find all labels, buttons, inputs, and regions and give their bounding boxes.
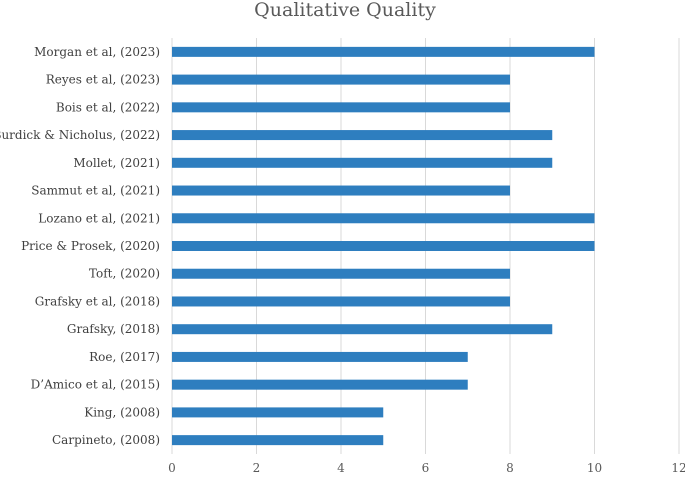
x-tick-label: 10 (587, 461, 602, 475)
x-tick-labels: 0 2 4 6 8 10 12 (168, 461, 685, 475)
bar (172, 157, 553, 168)
category-label: Morgan et al, (2023) (34, 45, 160, 59)
category-labels: Morgan et al, (2023) Reyes et al, (2023) B… (0, 45, 160, 447)
bar (172, 296, 510, 307)
bar (172, 46, 595, 57)
category-label: Toft, (2020) (89, 267, 160, 281)
category-label: D’Amico et al, (2015) (31, 378, 160, 392)
bar (172, 213, 595, 224)
bar (172, 102, 510, 113)
category-label: Sammut et al, (2021) (31, 184, 160, 198)
bar (172, 130, 553, 141)
bar (172, 241, 595, 251)
bar (172, 379, 468, 390)
category-label: Roe, (2017) (89, 350, 160, 364)
category-label: Carpineto, (2008) (52, 433, 160, 447)
x-tick-label: 8 (506, 461, 514, 475)
category-label: Grafsky et al, (2018) (35, 294, 160, 308)
bar (172, 268, 510, 279)
bar (172, 351, 468, 362)
category-label: Bois et al, (2022) (56, 100, 160, 114)
category-label: Lozano et al, (2021) (38, 211, 160, 225)
category-label: Grafsky, (2018) (67, 322, 160, 336)
bars (172, 46, 595, 446)
category-label: Mollet, (2021) (73, 156, 160, 170)
bar (172, 407, 384, 418)
x-tick-label: 2 (253, 461, 261, 475)
x-tick-label: 0 (168, 461, 176, 475)
category-label: Price & Prosek, (2020) (21, 239, 160, 253)
bar (172, 74, 510, 85)
category-label: King, (2008) (84, 405, 160, 419)
category-label: Burdick & Nicholus, (2022) (0, 128, 160, 142)
x-tick-label: 6 (422, 461, 430, 475)
x-tick-label: 12 (671, 461, 685, 475)
category-label: Reyes et al, (2023) (46, 73, 160, 87)
x-tick-label: 4 (337, 461, 345, 475)
bar (172, 435, 384, 446)
chart-title: Qualitative Quality (254, 0, 436, 21)
bar (172, 185, 510, 196)
bar (172, 324, 553, 335)
